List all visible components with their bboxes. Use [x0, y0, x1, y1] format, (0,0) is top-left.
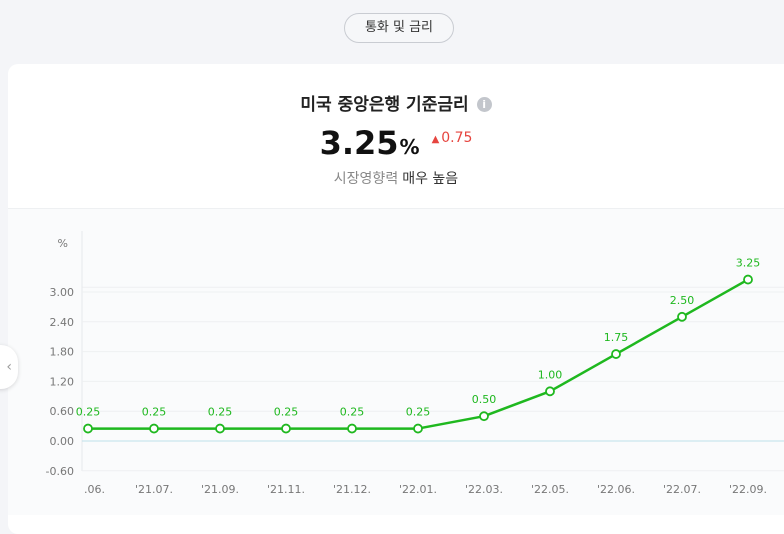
y-tick-label: 1.80 — [50, 346, 75, 359]
chart-area: 3.00 2.40 1.80 1.20 0.60 0.00 -0.60% .06. '21.07… — [8, 208, 784, 515]
chevron-left-icon: ‹ — [6, 359, 12, 375]
data-label: 0.25 — [340, 406, 365, 419]
data-point — [677, 311, 687, 322]
data-label: 1.00 — [538, 368, 563, 381]
x-tick-label: '22.09. — [729, 483, 767, 496]
tab-currency-rates[interactable]: 통화 및 금리 — [344, 13, 454, 43]
triangle-up-icon: ▲ — [431, 134, 440, 145]
data-point — [83, 423, 93, 434]
rate-change: ▲ 0.75 — [432, 130, 473, 146]
data-label: 0.50 — [472, 393, 497, 406]
y-tick-label: 0.60 — [50, 405, 75, 418]
market-impact-value: 매우 높음 — [402, 171, 459, 187]
data-point — [281, 423, 291, 434]
data-label: 3.25 — [736, 257, 761, 270]
page-title: 미국 중앙은행 기준금리 — [300, 95, 469, 115]
data-label: 0.25 — [208, 406, 233, 419]
data-point — [413, 423, 423, 434]
page-title-row: 미국 중앙은행 기준금리 i — [8, 90, 784, 115]
data-label: 0.25 — [142, 406, 167, 419]
data-label: 0.25 — [274, 406, 299, 419]
x-tick-label: '22.01. — [399, 483, 437, 496]
y-axis-unit: % — [58, 237, 68, 250]
rate-line-chart: 3.00 2.40 1.80 1.20 0.60 0.00 -0.60% .06. '21.07… — [46, 231, 784, 496]
rate-unit: % — [399, 135, 420, 159]
y-tick-label: 0.00 — [50, 435, 75, 448]
x-tick-label: '22.03. — [465, 483, 503, 496]
y-tick-label: -0.60 — [46, 465, 74, 478]
data-point — [479, 411, 489, 422]
x-tick-label: '22.07. — [663, 483, 701, 496]
market-impact: 시장영향력 매우 높음 — [8, 168, 784, 188]
market-impact-label: 시장영향력 — [333, 171, 399, 187]
data-label: 0.25 — [406, 406, 431, 419]
rate-value: 3.25 — [319, 124, 399, 162]
y-tick-label: 3.00 — [50, 286, 75, 299]
data-point — [545, 386, 555, 397]
x-tick-label: '21.09. — [201, 483, 239, 496]
rate-value-row: 3.25% ▲ 0.75 — [8, 124, 784, 162]
x-tick-label: '21.11. — [267, 483, 305, 496]
data-label: 2.50 — [670, 294, 695, 307]
y-tick-label: 2.40 — [50, 316, 75, 329]
x-tick-label: '21.12. — [333, 483, 371, 496]
data-label: 0.25 — [76, 406, 101, 419]
data-label: 1.75 — [604, 331, 629, 344]
data-point — [215, 423, 225, 434]
rate-change-value: 0.75 — [441, 130, 473, 146]
y-tick-label: 1.20 — [50, 375, 75, 388]
data-point — [347, 423, 357, 434]
x-tick-label: '21.07. — [135, 483, 173, 496]
data-point — [611, 349, 621, 359]
x-tick-label: .06. — [84, 483, 105, 496]
data-point — [149, 423, 159, 434]
data-point — [743, 274, 753, 285]
x-tick-label: '22.05. — [531, 483, 569, 496]
x-tick-label: '22.06. — [597, 483, 635, 496]
info-icon[interactable]: i — [476, 97, 492, 112]
scroll-left-button[interactable]: ‹ — [0, 345, 18, 389]
